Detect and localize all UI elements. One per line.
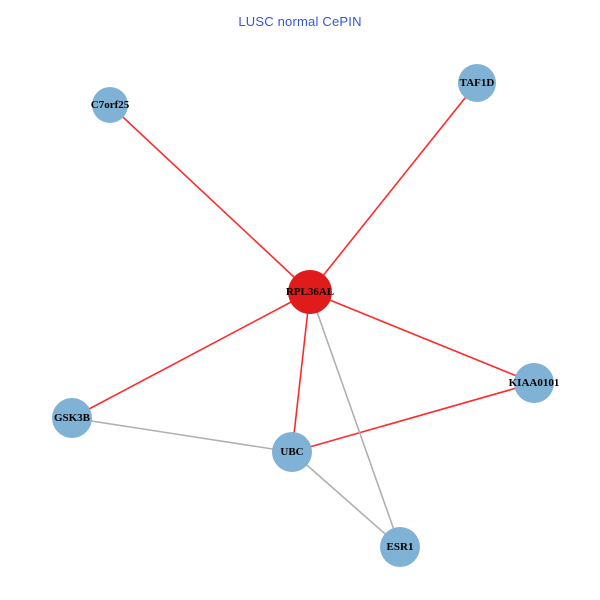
network-edge-gsk3b-ubc: [71, 417, 293, 453]
node-label-esr1: ESR1: [387, 541, 414, 553]
network-edge-rpl36al-taf1d: [309, 82, 478, 293]
edges-layer: [71, 82, 535, 548]
nodes-layer: RPL36AL C7orf25 TAF1D KIAA0101 GSK3B UBC ESR1: [52, 64, 559, 567]
network-node-rpl36al[interactable]: RPL36AL: [286, 270, 334, 314]
node-label-rpl36al: RPL36AL: [286, 286, 334, 298]
node-label-ubc: UBC: [280, 446, 303, 458]
node-label-taf1d: TAF1D: [460, 77, 495, 89]
node-circle-esr1[interactable]: [380, 527, 420, 567]
node-circle-c7orf25[interactable]: [92, 87, 128, 123]
node-circle-ubc[interactable]: [272, 432, 312, 472]
node-label-kiaa0101: KIAA0101: [509, 377, 560, 389]
network-edge-rpl36al-kiaa0101: [309, 291, 535, 384]
network-node-ubc[interactable]: UBC: [272, 432, 312, 472]
network-edge-rpl36al-c7orf25: [109, 104, 311, 293]
node-circle-taf1d[interactable]: [458, 64, 496, 102]
node-circle-rpl36al[interactable]: [288, 270, 332, 314]
network-node-gsk3b[interactable]: GSK3B: [52, 398, 92, 438]
node-circle-gsk3b[interactable]: [52, 398, 92, 438]
network-edge-ubc-kiaa0101: [291, 382, 535, 453]
network-edge-rpl36al-esr1: [309, 291, 401, 548]
network-node-esr1[interactable]: ESR1: [380, 527, 420, 567]
node-label-gsk3b: GSK3B: [54, 412, 91, 424]
network-edge-rpl36al-ubc: [291, 291, 311, 453]
network-edge-rpl36al-gsk3b: [71, 291, 311, 419]
network-node-taf1d[interactable]: TAF1D: [458, 64, 496, 102]
network-edge-ubc-esr1: [291, 451, 401, 548]
network-node-kiaa0101[interactable]: KIAA0101: [509, 363, 560, 403]
node-circle-kiaa0101[interactable]: [514, 363, 554, 403]
network-node-c7orf25[interactable]: C7orf25: [91, 87, 130, 123]
page-title: LUSC normal CePIN: [238, 14, 362, 29]
node-label-c7orf25: C7orf25: [91, 99, 130, 111]
